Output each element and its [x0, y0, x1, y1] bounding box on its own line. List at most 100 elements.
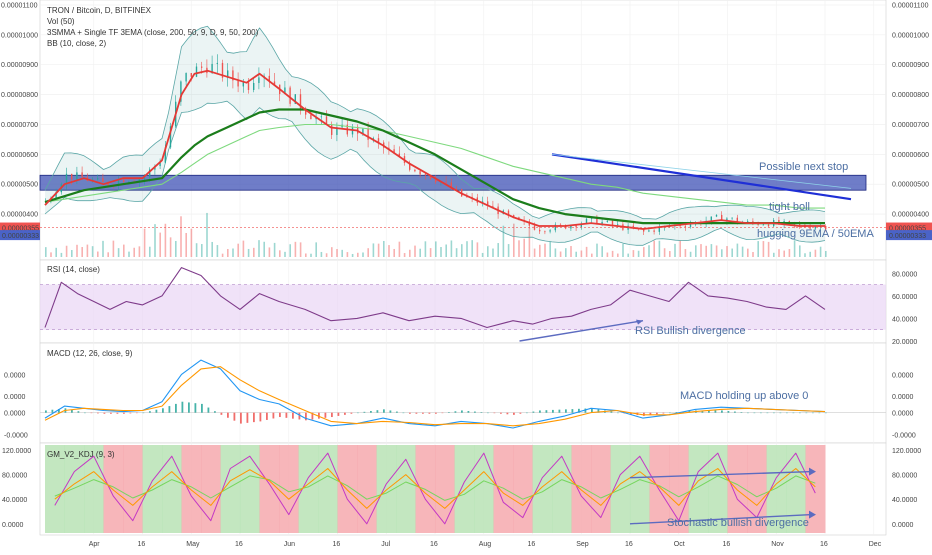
macd-tick-label: 0.0000: [892, 394, 914, 401]
candle-body: [289, 87, 291, 104]
candle-body: [648, 230, 650, 232]
volume-bar: [809, 251, 811, 257]
candle-body: [247, 82, 250, 90]
bollinger-upper: [44, 25, 826, 220]
candle-body: [258, 77, 260, 84]
macd-histogram-bar: [487, 412, 489, 414]
kdj-lower-trend-arrowhead: [809, 510, 816, 519]
candle-body: [320, 116, 322, 118]
macd-histogram-bar: [370, 411, 372, 413]
volume-bar: [117, 248, 120, 257]
price-tick-label-left: 0.00001100: [1, 3, 38, 10]
macd-histogram-bar: [779, 412, 782, 414]
macd-histogram-bar: [591, 408, 593, 413]
x-tick-label: Nov: [771, 541, 784, 548]
candle-body: [445, 181, 447, 183]
volume-bar: [253, 247, 255, 257]
x-tick-label: Oct: [674, 541, 685, 548]
volume-bar: [679, 240, 681, 257]
macd-histogram-bar: [396, 411, 398, 413]
bollinger-lower: [44, 100, 826, 246]
macd-histogram-bar: [474, 411, 476, 413]
candle-body: [726, 218, 728, 221]
kdj-regime-block: [396, 445, 416, 533]
macd-histogram-bar: [740, 412, 743, 413]
volume-bar: [736, 243, 739, 257]
x-tick-label: Sep: [576, 541, 589, 548]
kdj-regime-block: [493, 445, 514, 533]
candle-body: [159, 162, 161, 167]
candle-body: [273, 81, 276, 85]
volume-bar: [773, 252, 775, 257]
volume-bar: [648, 245, 650, 257]
candle-body: [580, 223, 582, 227]
kdj-regime-block: [454, 445, 475, 533]
price-tick-label-left: 0.00000500: [1, 182, 38, 189]
macd-tick-label-left: -0.0000: [4, 433, 28, 440]
macd-histogram-bar: [363, 411, 366, 413]
volume-bar: [632, 250, 635, 257]
macd-histogram-bar: [578, 408, 580, 413]
kdj-regime-block: [376, 445, 397, 533]
macd-histogram-bar: [714, 410, 717, 413]
macd-histogram-bar: [597, 409, 600, 413]
kdj-regime-block: [318, 445, 338, 533]
volume-bar: [357, 252, 359, 257]
macd-histogram-bar: [435, 412, 437, 414]
kdj-regime-block: [259, 445, 280, 533]
volume-bar: [799, 245, 801, 257]
kdj-tick-label: 40.0000: [892, 497, 917, 504]
macd-histogram-bar: [97, 412, 99, 414]
candle-body: [767, 224, 770, 227]
macd-histogram-bar: [71, 409, 73, 413]
candle-body: [81, 172, 83, 178]
ema50-line: [44, 108, 825, 225]
macd-histogram-bar: [760, 412, 762, 414]
macd-histogram-bar: [220, 412, 223, 415]
kdj-regime-block: [786, 445, 806, 533]
price-tick-label: 0.00000900: [892, 62, 929, 69]
kdj-regime-block: [45, 445, 65, 533]
sub-price-badge-text-right: 0.00000333: [889, 233, 926, 240]
candle-body: [544, 231, 546, 233]
annotation-hugging: hugging 9EMA / 50EMA: [757, 228, 874, 240]
candle-body: [606, 220, 608, 222]
candle-body: [736, 217, 738, 223]
kdj-regime-block: [669, 445, 689, 533]
candle-body: [331, 124, 333, 135]
price-tick-label-left: 0.00001000: [1, 32, 38, 39]
candle-body: [253, 83, 255, 90]
macd-histogram-bar: [812, 412, 814, 414]
macd-histogram-bar: [136, 412, 138, 414]
volume-bar: [637, 250, 640, 257]
volume-bar: [710, 244, 713, 257]
candle-body: [689, 224, 692, 227]
volume-bar: [684, 249, 687, 257]
volume-bar: [819, 246, 822, 257]
volume-bar: [86, 244, 89, 257]
kdj-regime-block: [630, 445, 650, 533]
candle-body: [492, 205, 494, 207]
kdj-regime-block: [298, 445, 319, 533]
volume-bar: [419, 248, 421, 257]
candle-body: [414, 169, 416, 172]
volume-bar: [143, 228, 146, 257]
volume-bar: [294, 241, 297, 257]
volume-bar: [159, 232, 161, 257]
volume-bar: [299, 242, 302, 257]
macd-histogram-bar: [58, 409, 60, 413]
macd-histogram-bar: [344, 412, 346, 415]
volume-bar: [128, 251, 130, 257]
kdj-tick-label-left: 80.0000: [2, 473, 27, 480]
candle-body: [305, 109, 307, 115]
candle-body: [809, 227, 811, 229]
kdj-tick-label-left: 120.0000: [2, 448, 31, 455]
x-tick-label: 16: [625, 541, 633, 548]
kdj-regime-block: [552, 445, 572, 533]
candle-body: [658, 227, 660, 232]
volume-bar: [55, 247, 57, 257]
last-price-badge-left: [0, 222, 40, 233]
volume-bar: [715, 245, 718, 257]
volume-bar: [762, 241, 765, 257]
price-tick-label: 0.00001100: [892, 3, 929, 10]
